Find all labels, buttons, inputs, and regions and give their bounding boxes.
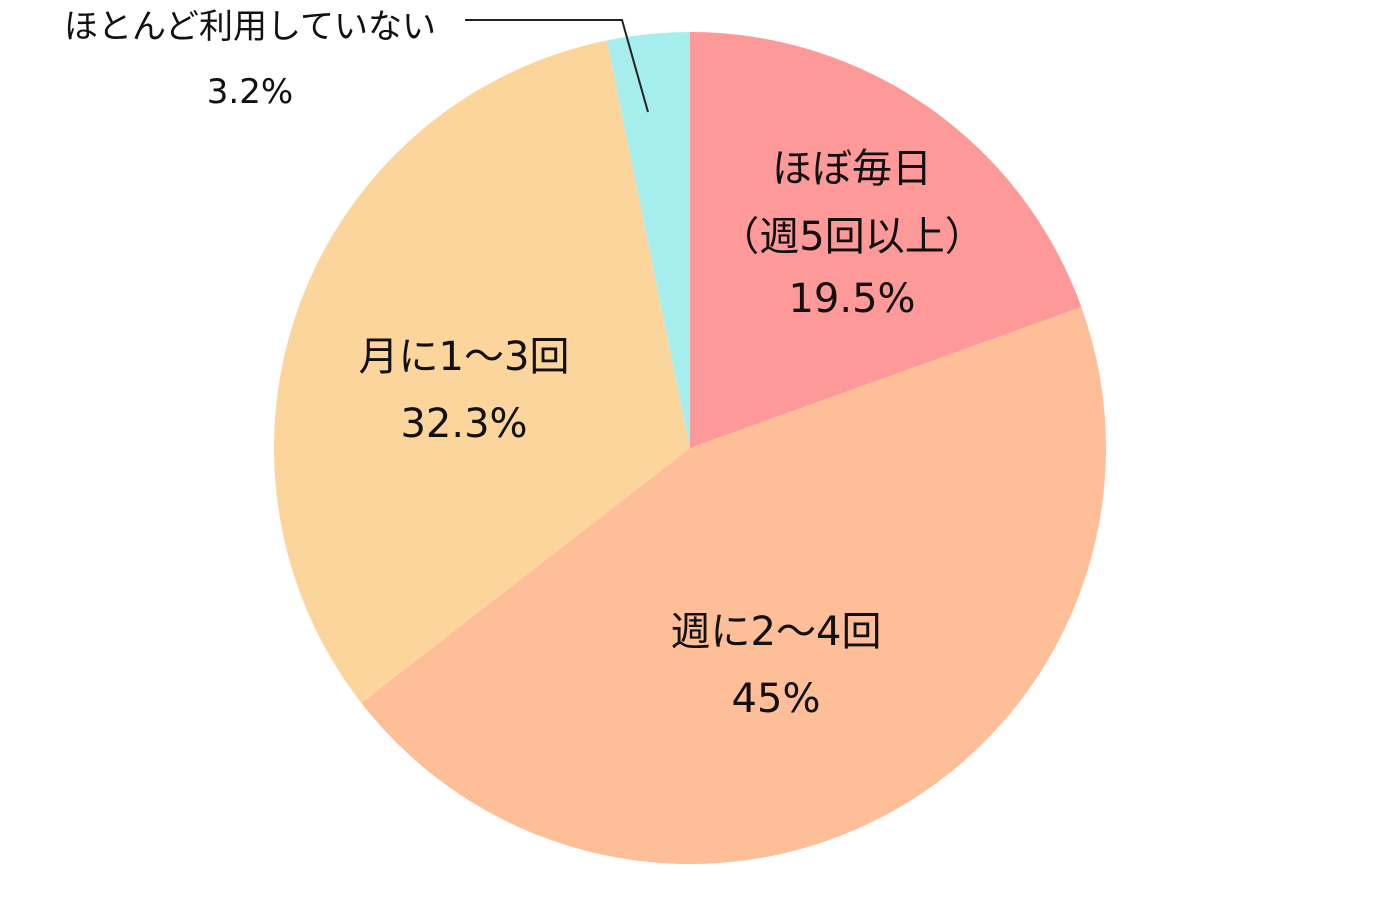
pie-slice-weekly — [361, 307, 1106, 865]
slice-label-rarely: ほとんど利用していない — [64, 7, 436, 47]
slice-value-weekly: 45% — [732, 676, 821, 722]
slice-value-rarely: 3.2% — [207, 72, 293, 112]
leader-line — [465, 19, 649, 113]
slice-value-monthly: 32.3% — [400, 401, 527, 447]
slice-label-monthly: 月に1〜3回 — [359, 334, 570, 380]
slice-label-daily: ほぼ毎日 — [772, 146, 932, 192]
slice-label-daily-note: （週5回以上） — [719, 214, 984, 260]
pie-slices — [273, 32, 1106, 865]
pie-slice-monthly — [273, 40, 690, 703]
pie-slice-rarely — [606, 32, 690, 448]
slice-label-weekly: 週に2〜4回 — [671, 609, 882, 655]
slice-value-daily: 19.5% — [788, 276, 915, 322]
pie-slice-daily — [690, 32, 1082, 448]
